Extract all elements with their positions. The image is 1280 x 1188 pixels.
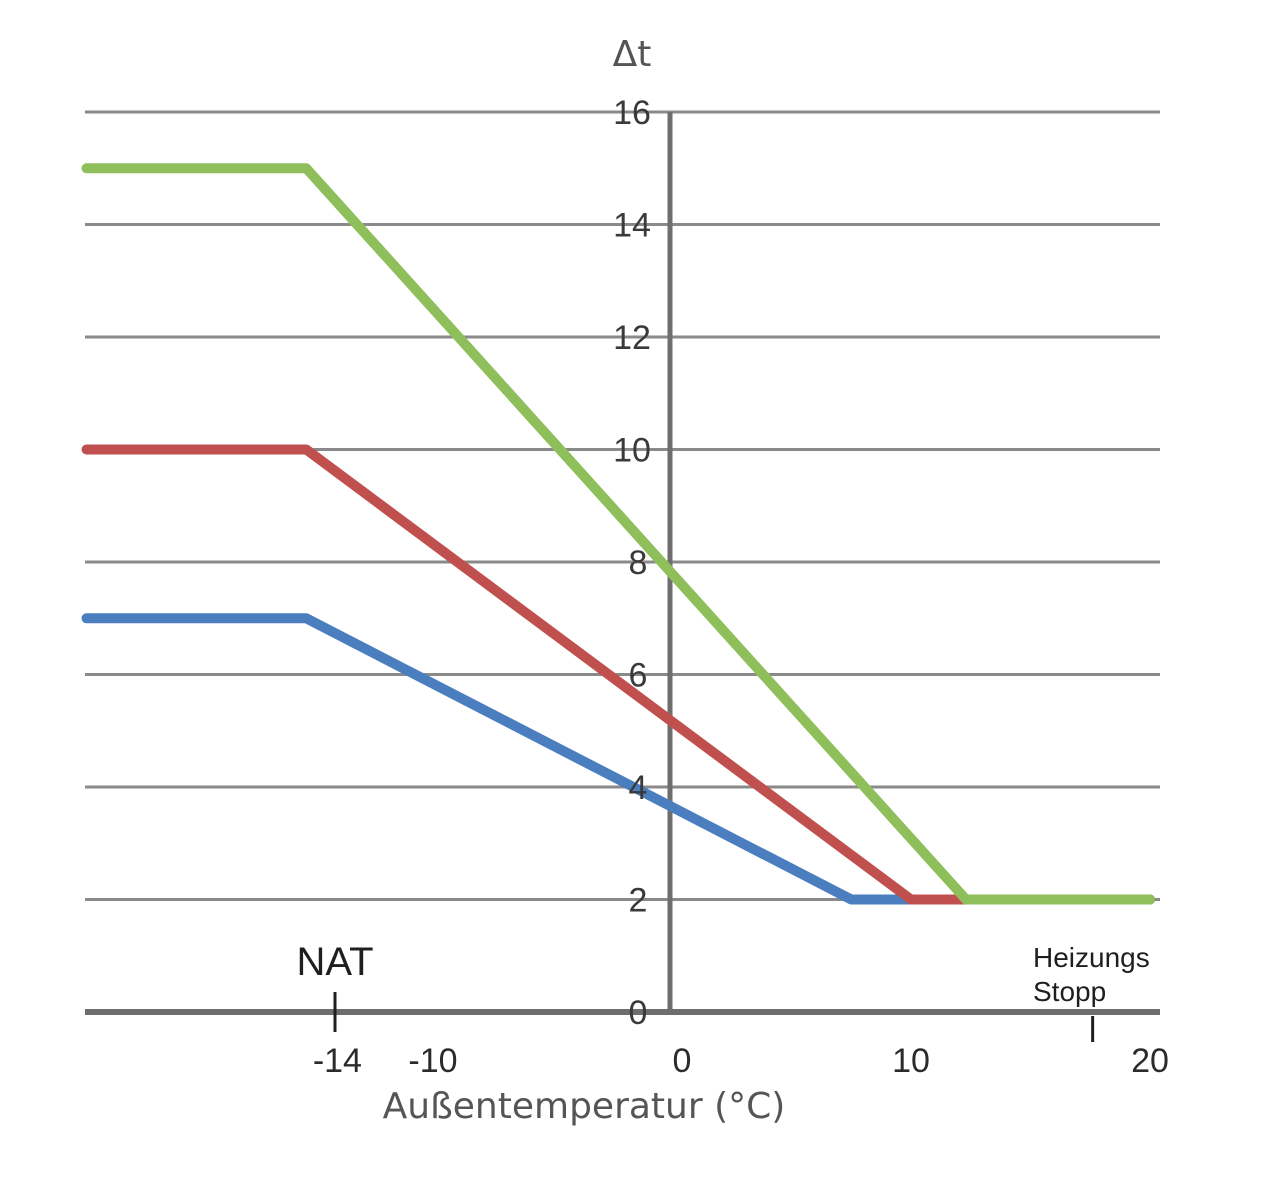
axes [85, 112, 1160, 1015]
x-tick-label: 20 [1131, 1042, 1169, 1080]
heizungs-stopp-label-line: Heizungs [1033, 942, 1150, 973]
x-tick-label: 10 [892, 1042, 930, 1080]
series-line-1 [81, 613, 1155, 905]
y-tick-label: 8 [629, 544, 648, 582]
y-tick-label: 6 [629, 657, 648, 695]
x-tick-label: 0 [673, 1042, 692, 1080]
y-tick-label: 12 [613, 319, 651, 357]
nat-label: NAT [296, 940, 373, 984]
x-axis-title: Außentemperatur (°C) [383, 1086, 786, 1127]
y-tick-label: 16 [613, 94, 651, 132]
y-tick-label: 0 [629, 994, 648, 1032]
series-lines [81, 163, 1155, 905]
y-tick-label: 10 [613, 432, 651, 470]
y-tick-label: 4 [629, 769, 648, 807]
heizungs-stopp-label-line: Stopp [1033, 976, 1106, 1007]
y-tick-label: 14 [613, 207, 651, 245]
x-tick-label: -10 [408, 1042, 457, 1080]
y-tick-label: 2 [629, 882, 648, 920]
y-axis-title: Δt [613, 34, 652, 75]
x-tick-label: -14 [313, 1042, 362, 1080]
series-line-3 [81, 163, 1155, 905]
